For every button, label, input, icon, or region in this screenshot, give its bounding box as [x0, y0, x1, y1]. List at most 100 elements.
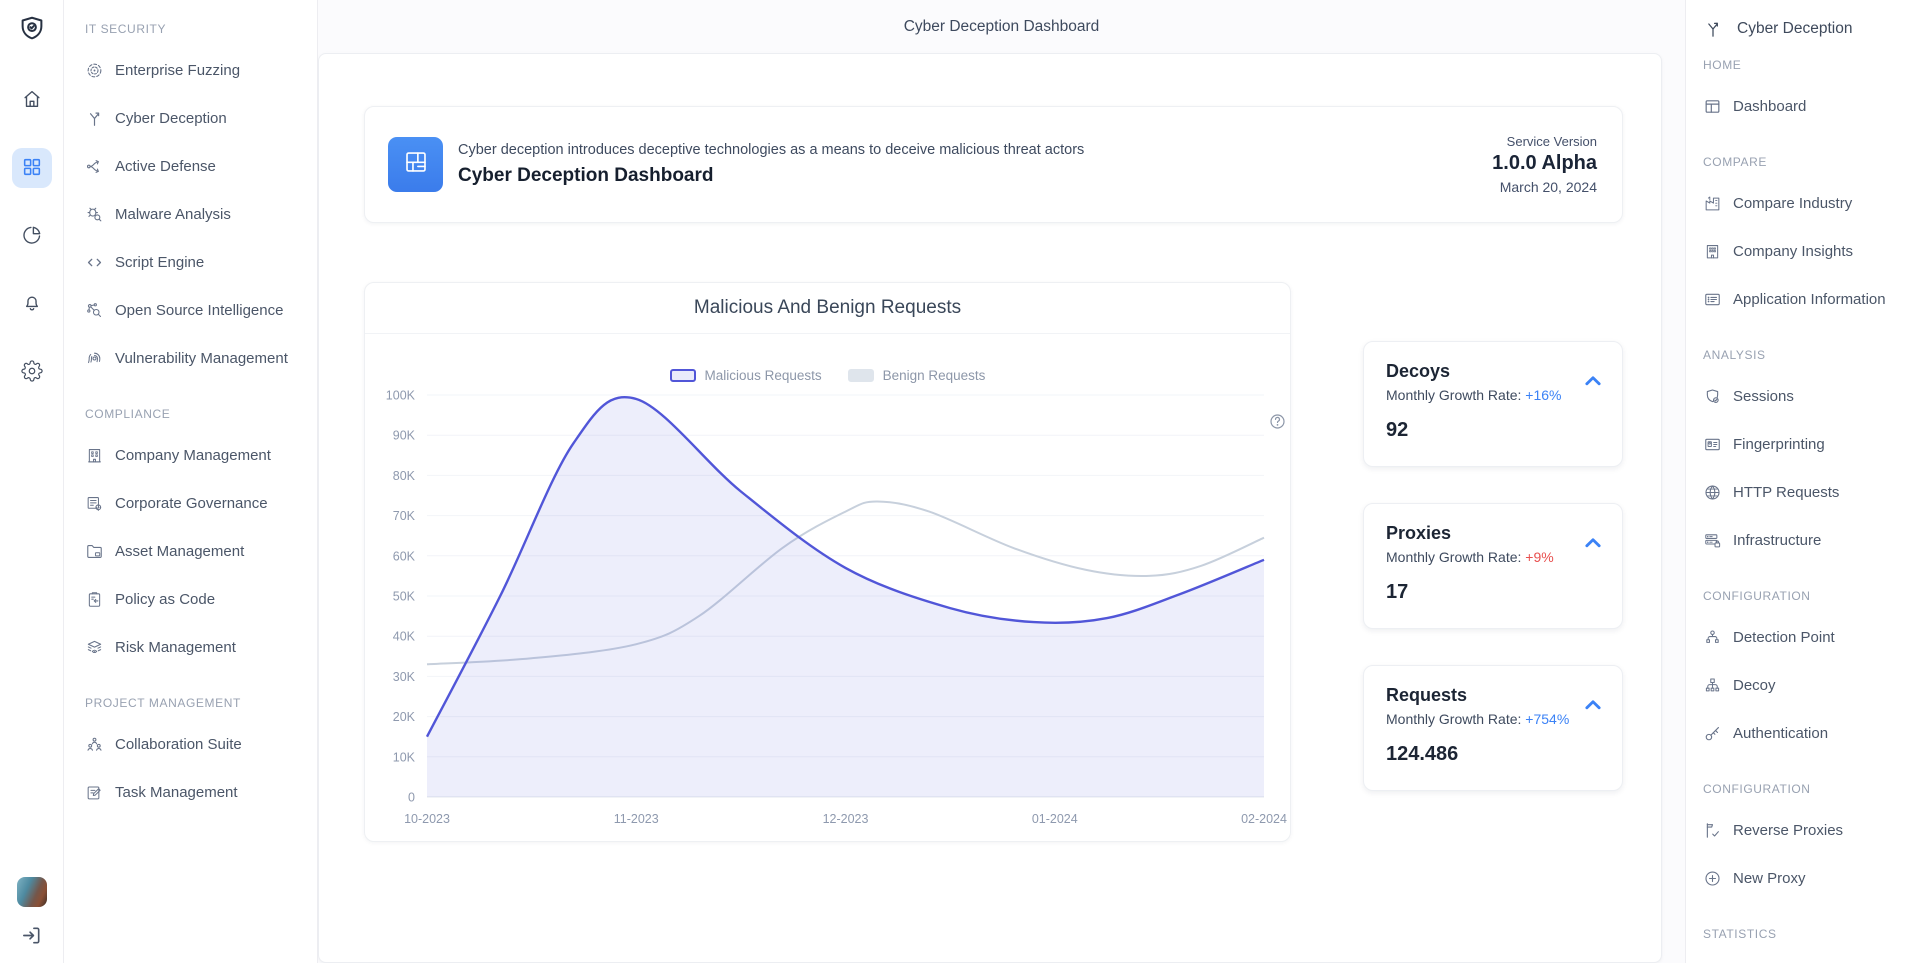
nav-item[interactable]: Corporate Governance — [85, 479, 307, 527]
split-arrows-icon — [85, 157, 104, 176]
legend-label: Malicious Requests — [704, 368, 822, 383]
stat-card-value: 124.486 — [1386, 743, 1459, 765]
right-sidebar-title: Cyber Deception — [1737, 20, 1853, 37]
nav-item-label: Authentication — [1733, 724, 1829, 742]
nav-item[interactable]: Fingerprinting — [1703, 420, 1912, 468]
dashboard-tile — [388, 137, 443, 192]
svg-text:12-2023: 12-2023 — [823, 812, 869, 826]
target-icon — [85, 61, 104, 80]
nav-item-label: Active Defense — [115, 157, 216, 175]
bell-icon — [21, 292, 43, 317]
nav-item[interactable]: Cyber Deception — [85, 94, 307, 142]
rail-nav-button[interactable] — [12, 80, 52, 120]
nav-item[interactable]: Company Insights — [1703, 227, 1912, 275]
layers-eye-icon — [85, 638, 104, 657]
legend-item[interactable]: Benign Requests — [847, 368, 985, 383]
nav-item[interactable]: Authentication — [1703, 709, 1912, 757]
rail-nav-button[interactable] — [11, 148, 52, 188]
task-edit-icon — [85, 783, 104, 802]
left-sidebar: IT SECURITY Enterprise Fuzzing Cyber Dec… — [64, 0, 318, 963]
window-tile-icon — [402, 148, 430, 181]
stat-card-title: Proxies — [1386, 523, 1452, 543]
nav-item[interactable]: Asset Management — [85, 527, 307, 575]
nav-item[interactable]: Sessions — [1703, 372, 1912, 420]
rail-nav-button[interactable] — [12, 216, 52, 256]
nav-item[interactable]: Detection Point — [1703, 613, 1912, 661]
nav-item-label: Dashboard — [1733, 97, 1807, 115]
service-version-label: Service Version — [1506, 134, 1597, 149]
legend-item[interactable]: Malicious Requests — [669, 368, 822, 383]
key-icon — [1703, 724, 1722, 743]
svg-text:20K: 20K — [393, 710, 416, 724]
right-sidebar: Cyber Deception HOME Dashboard COMPARE — [1685, 0, 1920, 963]
list-gear-icon — [85, 494, 104, 513]
rail-nav-button[interactable] — [12, 352, 52, 392]
svg-text:10-2023: 10-2023 — [404, 812, 450, 826]
stat-card: Proxies Monthly Growth Rate: +9% 17 — [1363, 503, 1623, 629]
plus-circle-icon — [1703, 869, 1722, 888]
sitemap-icon — [1703, 676, 1722, 695]
rail-nav — [11, 80, 52, 392]
nav-item[interactable]: Decoy — [1703, 661, 1912, 709]
chevron-up-icon[interactable] — [1580, 692, 1606, 721]
rail-nav-button[interactable] — [12, 284, 52, 324]
nav-item-label: Cyber Deception — [115, 109, 227, 127]
nav-item[interactable]: Vulnerability Management — [85, 334, 307, 382]
nav-item[interactable]: Script Engine — [85, 238, 307, 286]
nav-item[interactable]: Collaboration Suite — [85, 720, 307, 768]
chart-card: Malicious And Benign Requests Malicious … — [364, 282, 1291, 842]
fingerprint-icon — [85, 349, 104, 368]
nav-item[interactable]: Active Defense — [85, 142, 307, 190]
nav-item[interactable]: New Proxy — [1703, 854, 1912, 902]
stat-card-growth: Monthly Growth Rate: +754% — [1386, 711, 1570, 727]
section-items: Reverse Proxies New Proxy — [1703, 806, 1912, 902]
svg-text:40K: 40K — [393, 630, 416, 644]
chevron-up-icon — [1580, 692, 1606, 721]
svg-text:60K: 60K — [393, 549, 416, 563]
logout-button[interactable] — [19, 924, 45, 950]
nav-item[interactable]: Malware Analysis — [85, 190, 307, 238]
nav-item[interactable]: HTTP Requests — [1703, 468, 1912, 516]
stat-cards: Decoys Monthly Growth Rate: +16% 92 Prox… — [1363, 341, 1623, 827]
nav-item-label: Malware Analysis — [115, 205, 231, 223]
chevron-up-icon — [1580, 368, 1606, 397]
nav-item[interactable]: Enterprise Fuzzing — [85, 46, 307, 94]
section-title: IT SECURITY — [85, 22, 167, 36]
chevron-up-icon[interactable] — [1580, 368, 1606, 397]
nav-section: PROJECT MANAGEMENT Collaboration Suite T… — [85, 686, 307, 816]
nav-item[interactable]: Task Management — [85, 768, 307, 816]
nav-item-label: Vulnerability Management — [115, 349, 288, 367]
svg-text:30K: 30K — [393, 670, 416, 684]
user-avatar[interactable] — [16, 877, 47, 907]
nav-item[interactable]: Risk Management — [85, 623, 307, 671]
chevron-up-icon[interactable] — [1580, 530, 1606, 559]
main-card: Cyber deception introduces deceptive tec… — [318, 53, 1662, 963]
nav-item[interactable]: Dashboard — [1703, 82, 1912, 130]
section-items: Sessions Fingerprinting HTTP Requests — [1703, 372, 1912, 564]
nav-item[interactable]: Open Source Intelligence — [85, 286, 307, 334]
section-title: PROJECT MANAGEMENT — [85, 696, 241, 710]
svg-text:02-2024: 02-2024 — [1241, 812, 1287, 826]
page-title: Cyber Deception Dashboard — [903, 17, 1100, 35]
server-lock-icon — [1703, 531, 1722, 550]
svg-text:50K: 50K — [393, 590, 416, 604]
nav-item-label: Decoy — [1733, 676, 1776, 694]
section-title: HOME — [1703, 58, 1742, 72]
svg-text:80K: 80K — [393, 469, 416, 483]
folder-icon — [85, 542, 104, 561]
nav-item[interactable]: Company Management — [85, 431, 307, 479]
flag-check-icon — [1703, 821, 1722, 840]
nav-item[interactable]: Infrastructure — [1703, 516, 1912, 564]
nav-item-label: Collaboration Suite — [115, 735, 242, 753]
svg-text:70K: 70K — [393, 509, 416, 523]
nav-section: COMPLIANCE Company Management Corporate … — [85, 397, 307, 671]
svg-text:90K: 90K — [393, 429, 416, 443]
nav-item[interactable]: Compare Industry — [1703, 179, 1912, 227]
stat-card-value: 92 — [1386, 419, 1409, 441]
nav-item[interactable]: Policy as Code — [85, 575, 307, 623]
nav-item[interactable]: Reverse Proxies — [1703, 806, 1912, 854]
company-icon — [1703, 242, 1722, 261]
section-items: Company Management Corporate Governance … — [85, 431, 307, 671]
nav-item[interactable]: Application Information — [1703, 275, 1912, 323]
app-logo — [13, 12, 51, 50]
